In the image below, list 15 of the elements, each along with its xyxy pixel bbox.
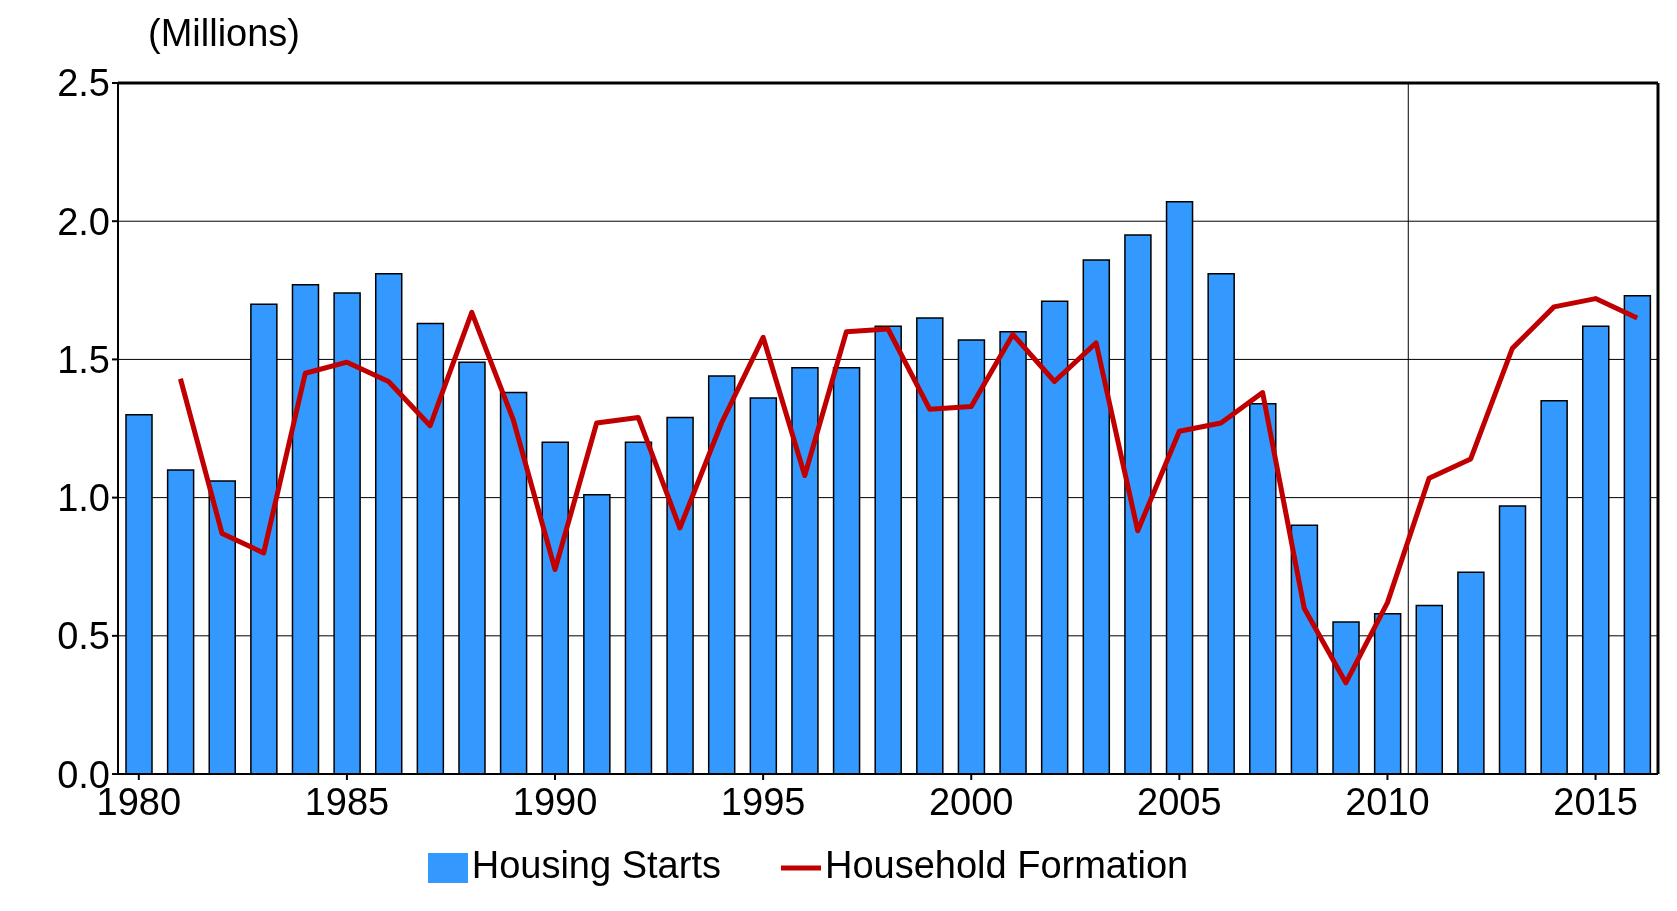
y-tick-label: 2.0: [57, 200, 110, 243]
legend-label: Household Formation: [824, 844, 1189, 887]
y-tick-label: 1.5: [57, 338, 110, 381]
y-tick-label: 2.5: [57, 62, 110, 105]
y-axis-title: (Millions): [148, 12, 300, 55]
legend-label: Housing Starts: [471, 844, 721, 887]
x-tick-label: 2005: [1137, 781, 1222, 824]
x-tick-label: 1985: [304, 781, 390, 824]
x-tick-label: 2015: [1553, 781, 1638, 824]
x-tick-label: 2010: [1345, 781, 1430, 824]
x-tick-label: 2000: [928, 781, 1014, 824]
y-tick-label: 0.5: [57, 615, 110, 658]
x-tick-label: 1990: [512, 781, 598, 824]
y-tick-label: 1.0: [57, 477, 110, 520]
x-tick-label: 1995: [720, 781, 806, 824]
